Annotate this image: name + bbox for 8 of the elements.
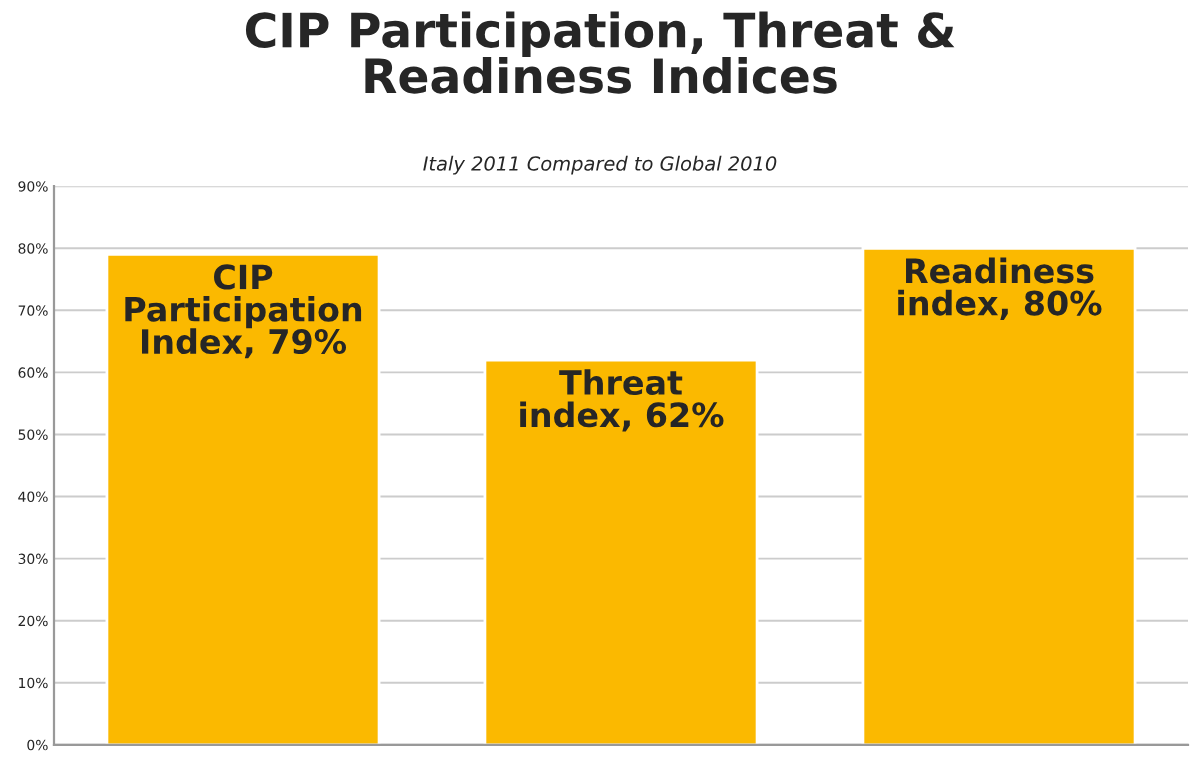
chart-title: CIP Participation, Threat & Readiness Indices — [245, 11, 955, 94]
data-label: Readiness index, 80% — [898, 257, 1102, 320]
bar — [483, 358, 759, 745]
chart-subtitle: Italy 2011 Compared to Global 2010 — [423, 155, 777, 175]
data-label: CIP Participation Index, 79% — [125, 264, 362, 359]
data-label: Threat index, 62% — [520, 369, 724, 432]
bar — [105, 253, 381, 745]
bar — [861, 246, 1137, 745]
